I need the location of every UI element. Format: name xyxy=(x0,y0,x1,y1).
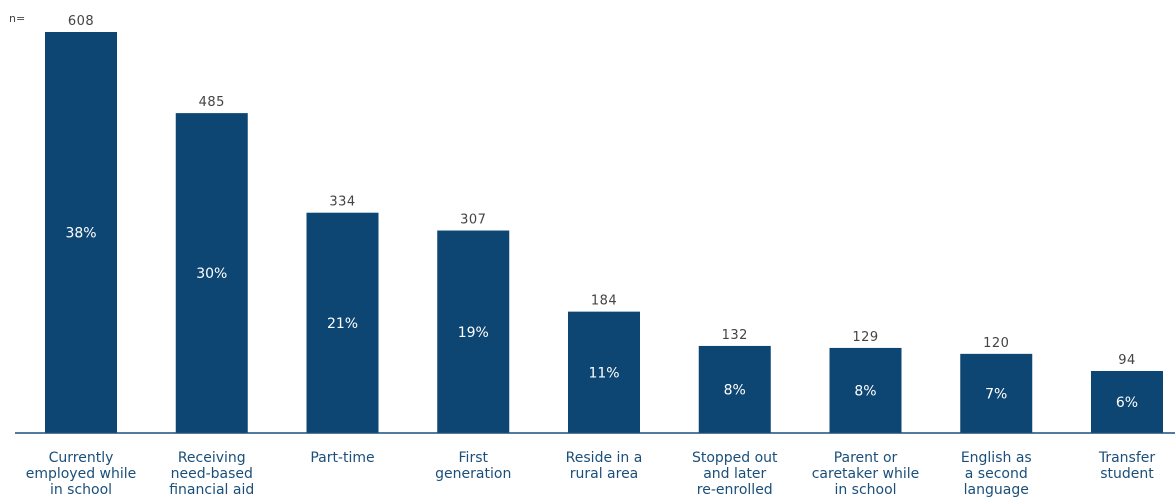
category-label-line: Reside in a xyxy=(566,450,643,466)
n-prefix-label: n= xyxy=(9,12,25,25)
bar-percent-label: 30% xyxy=(196,266,227,282)
category-label: Currently employed while in school xyxy=(26,450,137,498)
bar-percent-label: 21% xyxy=(327,316,358,332)
category-label: Part-time xyxy=(310,450,374,466)
bar-count-label: 485 xyxy=(199,95,225,110)
category-label: Parent or caretaker while in school xyxy=(812,450,920,498)
bar-percent-label: 19% xyxy=(458,325,489,341)
category-label-line: in school xyxy=(834,482,896,498)
bar xyxy=(960,353,1033,433)
bar-count-label: 334 xyxy=(329,195,355,210)
category-label-line: English as xyxy=(961,450,1032,466)
category-label-line: Transfer xyxy=(1098,450,1156,466)
category-label-line: re-enrolled xyxy=(697,482,773,498)
category-label-line: rural area xyxy=(570,466,639,482)
bar-percent-label: 8% xyxy=(724,382,746,398)
bar xyxy=(829,347,902,433)
category-label-line: a second xyxy=(965,466,1028,482)
category-label-line: and later xyxy=(703,466,766,482)
percent-labels-group: 38% 30% 21% 19% 11% 8% 8% 7% 6% xyxy=(65,226,1138,412)
bar-percent-label: 7% xyxy=(985,386,1007,402)
category-label-line: Stopped out xyxy=(692,450,778,466)
count-labels-group: 608 485 334 307 184 132 129 120 94 xyxy=(68,14,1136,368)
category-label: English as a second language xyxy=(961,450,1032,498)
bar-count-label: 307 xyxy=(460,213,486,228)
category-label-line: caretaker while xyxy=(812,466,920,482)
bars-group xyxy=(45,32,1163,434)
bar-count-label: 129 xyxy=(852,330,878,345)
category-label-line: in school xyxy=(50,482,112,498)
bar-count-label: 184 xyxy=(591,294,617,309)
category-label-line: Parent or xyxy=(834,450,898,466)
category-label-line: Receiving xyxy=(178,450,246,466)
category-label: First generation xyxy=(435,450,511,482)
bar-percent-label: 8% xyxy=(854,383,876,399)
category-label-line: financial aid xyxy=(169,482,254,498)
category-label: Receiving need-based financial aid xyxy=(169,450,254,498)
bar xyxy=(698,345,771,433)
bar-count-label: 94 xyxy=(1118,353,1136,368)
category-label-line: employed while xyxy=(26,466,137,482)
bar xyxy=(437,230,510,433)
category-label: Reside in a rural area xyxy=(566,450,643,482)
bar xyxy=(1091,371,1163,433)
bar xyxy=(45,32,117,433)
category-label-line: student xyxy=(1100,466,1154,482)
category-label-line: language xyxy=(964,482,1029,498)
bar-count-label: 120 xyxy=(983,336,1009,351)
category-label-line: Currently xyxy=(49,450,114,466)
bar-percent-label: 38% xyxy=(65,226,96,242)
bar xyxy=(568,311,640,433)
bar xyxy=(175,113,248,434)
bar-count-label: 132 xyxy=(722,328,748,343)
category-label-line: Part-time xyxy=(310,450,374,466)
bar-percent-label: 11% xyxy=(588,365,619,381)
category-label: Transfer student xyxy=(1098,450,1156,482)
category-labels-group: Currently employed while in schoolReceivin… xyxy=(26,450,1156,498)
category-label: Stopped out and later re-enrolled xyxy=(692,450,778,498)
category-label-line: generation xyxy=(435,466,511,482)
category-label-line: need-based xyxy=(171,466,253,482)
bar xyxy=(306,212,379,433)
bar-percent-label: 6% xyxy=(1116,395,1138,411)
bar-count-label: 608 xyxy=(68,14,94,29)
category-label-line: First xyxy=(459,450,489,466)
